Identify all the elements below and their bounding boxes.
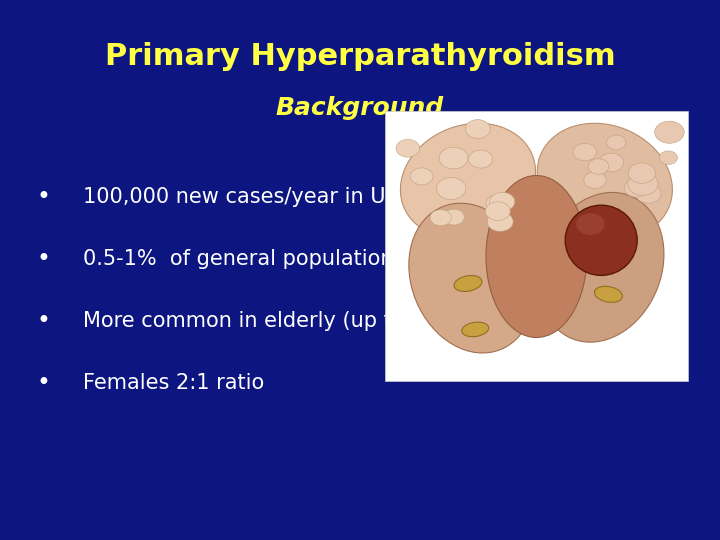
Circle shape	[439, 147, 468, 169]
Circle shape	[436, 178, 466, 200]
Circle shape	[607, 135, 626, 150]
Circle shape	[654, 121, 684, 143]
Circle shape	[636, 184, 661, 203]
Circle shape	[490, 192, 515, 211]
Circle shape	[465, 120, 490, 138]
Ellipse shape	[595, 286, 622, 302]
Text: •: •	[36, 372, 50, 395]
Circle shape	[584, 172, 606, 188]
Circle shape	[396, 139, 420, 157]
Ellipse shape	[400, 123, 536, 239]
Circle shape	[628, 173, 658, 195]
Text: •: •	[36, 309, 50, 333]
Circle shape	[430, 210, 451, 226]
Ellipse shape	[539, 192, 664, 342]
Circle shape	[487, 212, 513, 232]
Ellipse shape	[576, 213, 605, 235]
Text: Primary Hyperparathyroidism: Primary Hyperparathyroidism	[104, 42, 616, 71]
Text: Females 2:1 ratio: Females 2:1 ratio	[83, 373, 264, 394]
Text: More common in elderly (up to 2%): More common in elderly (up to 2%)	[83, 311, 452, 332]
Circle shape	[628, 163, 655, 184]
Text: Background: Background	[276, 96, 444, 120]
Circle shape	[660, 151, 678, 165]
Circle shape	[443, 209, 464, 225]
Ellipse shape	[462, 322, 489, 336]
Text: 100,000 new cases/year in US: 100,000 new cases/year in US	[83, 187, 399, 207]
Ellipse shape	[486, 176, 587, 338]
Circle shape	[410, 168, 433, 185]
Circle shape	[600, 217, 619, 231]
Circle shape	[588, 159, 609, 174]
Text: •: •	[36, 185, 50, 209]
Circle shape	[599, 153, 624, 172]
Ellipse shape	[454, 275, 482, 292]
Text: •: •	[36, 247, 50, 271]
Ellipse shape	[537, 123, 672, 239]
Circle shape	[624, 179, 648, 197]
Circle shape	[485, 202, 510, 220]
Ellipse shape	[409, 203, 534, 353]
Text: 0.5-1%  of general population: 0.5-1% of general population	[83, 249, 393, 269]
Ellipse shape	[565, 205, 637, 275]
Circle shape	[486, 194, 510, 212]
FancyBboxPatch shape	[385, 111, 688, 381]
Circle shape	[573, 143, 596, 161]
Circle shape	[469, 150, 492, 168]
